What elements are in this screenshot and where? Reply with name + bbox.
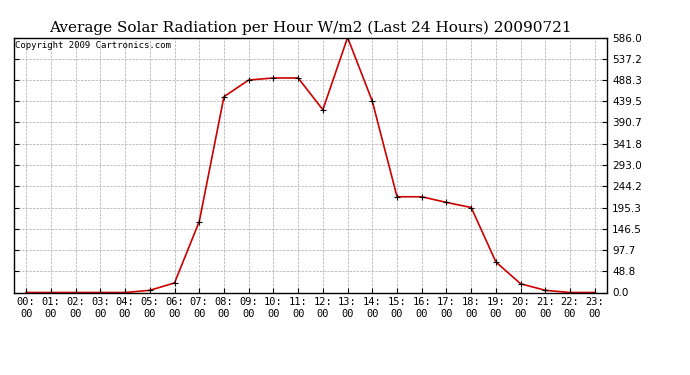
Text: Copyright 2009 Cartronics.com: Copyright 2009 Cartronics.com (15, 41, 171, 50)
Title: Average Solar Radiation per Hour W/m2 (Last 24 Hours) 20090721: Average Solar Radiation per Hour W/m2 (L… (49, 21, 572, 35)
